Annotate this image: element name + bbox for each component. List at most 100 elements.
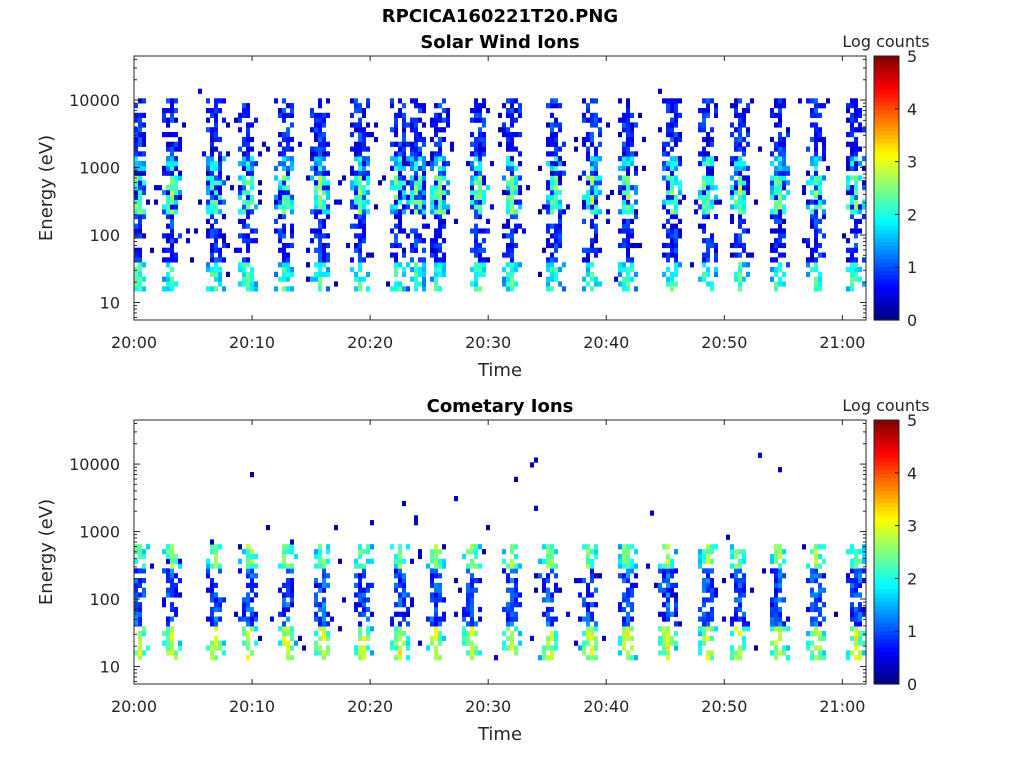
spectrogram-cell <box>590 238 594 244</box>
spectrogram-cell <box>282 252 286 258</box>
spectrogram-cell <box>546 640 550 646</box>
spectrogram-cell <box>398 180 402 186</box>
spectrogram-cell <box>818 573 822 579</box>
spectrogram-cell <box>642 136 646 143</box>
spectrogram-cell <box>322 136 326 143</box>
spectrogram-cell <box>742 640 746 646</box>
spectrogram-cell <box>738 204 742 210</box>
spectrogram-cell <box>362 199 366 205</box>
spectrogram-cell <box>422 189 426 196</box>
spectrogram-cell <box>814 549 818 555</box>
spectrogram-cell <box>470 645 474 651</box>
spectrogram-cell <box>210 582 214 588</box>
colorbar-segment <box>874 527 899 532</box>
spectrogram-cell <box>818 103 822 109</box>
spectrogram-cell <box>806 238 810 244</box>
spectrogram-cell <box>670 136 674 143</box>
spectrogram-cell <box>398 209 402 215</box>
spectrogram-cell <box>782 156 786 162</box>
spectrogram-cell <box>398 194 402 200</box>
spectrogram-cell <box>734 606 738 613</box>
spectrogram-cell <box>782 621 786 627</box>
spectrogram-cell <box>810 189 814 196</box>
spectrogram-cell <box>778 199 782 205</box>
spectrogram-cell <box>254 228 258 234</box>
spectrogram-cell <box>354 146 358 152</box>
spectrogram-cell <box>770 194 774 200</box>
y-tick-label: 100 <box>89 590 120 609</box>
spectrogram-cell <box>622 151 626 157</box>
spectrogram-cell <box>402 500 406 507</box>
spectrogram-cell <box>218 640 222 646</box>
spectrogram-cell <box>550 141 554 147</box>
spectrogram-cell <box>174 180 178 186</box>
spectrogram-cell <box>466 635 470 641</box>
spectrogram-cell <box>806 98 810 104</box>
spectrogram-cell <box>670 170 674 176</box>
spectrogram-cell <box>774 655 778 661</box>
spectrogram-cell <box>822 209 826 215</box>
spectrogram-cell <box>138 185 142 191</box>
spectrogram-cell <box>354 592 358 598</box>
spectrogram-cell <box>142 165 146 171</box>
spectrogram-cell <box>674 165 678 171</box>
spectrogram-cell <box>810 108 814 114</box>
spectrogram-cell <box>314 276 318 282</box>
spectrogram-cell <box>314 247 318 253</box>
spectrogram-cell <box>250 146 254 152</box>
spectrogram-cell <box>402 146 406 152</box>
spectrogram-cell <box>774 271 778 277</box>
spectrogram-cell <box>358 655 362 661</box>
spectrogram-cell <box>818 276 822 282</box>
spectrogram-cell <box>594 544 598 550</box>
spectrogram-cell <box>290 209 294 215</box>
spectrogram-cell <box>210 170 214 176</box>
spectrogram-cell <box>134 161 138 167</box>
spectrogram-cell <box>706 189 710 196</box>
spectrogram-cell <box>514 563 518 569</box>
spectrogram-cell <box>854 257 858 263</box>
spectrogram-cell <box>546 209 550 215</box>
spectrogram-cell <box>366 146 370 152</box>
spectrogram-cell <box>654 582 658 588</box>
spectrogram-cell <box>270 616 274 622</box>
spectrogram-cell <box>174 252 178 258</box>
spectrogram-cell <box>434 544 438 550</box>
spectrogram-cell <box>850 549 854 555</box>
x-tick-label: 20:10 <box>229 697 275 716</box>
spectrogram-cell <box>166 578 170 584</box>
spectrogram-cell <box>326 141 330 147</box>
spectrogram-cell <box>846 573 850 579</box>
spectrogram-cell <box>506 606 510 613</box>
spectrogram-cell <box>230 185 234 191</box>
spectrogram-cell <box>422 161 426 167</box>
spectrogram-cell <box>626 247 630 253</box>
spectrogram-cell <box>402 103 406 109</box>
spectrogram-cell <box>722 616 726 622</box>
spectrogram-cell <box>282 549 286 555</box>
spectrogram-cell <box>782 650 786 656</box>
spectrogram-cell <box>218 645 222 651</box>
spectrogram-cell <box>562 161 566 167</box>
spectrogram-cell <box>162 286 166 292</box>
spectrogram-cell <box>246 286 250 292</box>
spectrogram-cell <box>858 573 862 579</box>
spectrogram-cell <box>402 209 406 215</box>
spectrogram-cell <box>854 587 858 593</box>
spectrogram-cell <box>662 175 666 181</box>
spectrogram-cell <box>510 185 514 191</box>
spectrogram-cell <box>786 132 790 138</box>
spectrogram-cell <box>674 281 678 287</box>
spectrogram-cell <box>774 214 778 220</box>
spectrogram-cell <box>586 252 590 258</box>
colorbar-segment <box>874 188 899 193</box>
spectrogram-cell <box>810 218 814 224</box>
spectrogram-cell <box>318 582 322 588</box>
spectrogram-cell <box>742 262 746 268</box>
spectrogram-cell <box>258 151 262 157</box>
spectrogram-cell <box>546 606 550 613</box>
spectrogram-cell <box>362 602 366 608</box>
spectrogram-cell <box>782 549 786 555</box>
spectrogram-cell <box>470 199 474 205</box>
spectrogram-cell <box>398 165 402 171</box>
